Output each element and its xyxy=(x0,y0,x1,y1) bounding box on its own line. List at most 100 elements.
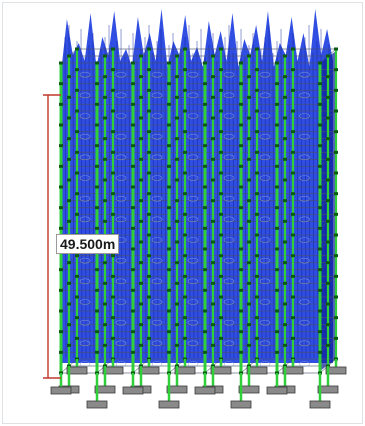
column-node xyxy=(67,95,71,99)
footing xyxy=(138,366,160,375)
slab-marker xyxy=(299,361,310,367)
footing xyxy=(266,386,288,395)
column-node xyxy=(326,343,330,347)
column-node xyxy=(211,219,215,223)
column-node xyxy=(283,178,287,182)
column-node xyxy=(95,309,99,313)
slab-marker xyxy=(151,175,163,181)
column-node xyxy=(167,164,171,168)
column-node xyxy=(67,219,71,223)
column-node xyxy=(59,206,63,210)
column-node xyxy=(219,212,223,216)
column-node xyxy=(255,88,259,92)
column-node xyxy=(59,82,63,86)
column-node xyxy=(147,68,151,72)
column-node xyxy=(275,330,279,334)
slab-marker xyxy=(151,340,163,347)
column-node xyxy=(203,82,207,86)
footing xyxy=(238,385,260,394)
column-node xyxy=(219,88,223,92)
load-arrow xyxy=(216,60,219,359)
column-node xyxy=(111,68,115,72)
column-node xyxy=(147,192,151,196)
column-node xyxy=(59,164,63,168)
column-node xyxy=(59,226,63,230)
column-node xyxy=(318,350,322,354)
slab-marker xyxy=(187,133,199,140)
column-node xyxy=(147,316,151,320)
column-node xyxy=(275,82,279,86)
column-node xyxy=(219,295,223,299)
load-arrow xyxy=(316,40,319,359)
slab-marker xyxy=(151,319,163,326)
column-node xyxy=(291,274,295,278)
footing xyxy=(325,366,347,375)
column-node xyxy=(239,309,243,313)
column-node xyxy=(183,212,187,216)
column-node xyxy=(247,137,251,141)
column-node xyxy=(167,350,171,354)
slab-marker xyxy=(115,257,127,264)
column-node xyxy=(255,68,259,72)
column-node xyxy=(139,54,143,58)
column-node xyxy=(211,54,215,58)
3d-viewport[interactable]: 49.500m xyxy=(2,2,363,424)
slab-marker xyxy=(299,133,310,140)
column-node xyxy=(239,61,243,65)
column-node xyxy=(275,247,279,251)
column-node xyxy=(103,302,107,306)
column-node xyxy=(183,88,187,92)
slab-marker xyxy=(151,237,163,243)
slab-marker xyxy=(79,299,91,305)
column-node xyxy=(139,219,143,223)
column-node xyxy=(291,316,295,320)
column-node xyxy=(175,116,179,120)
column-node xyxy=(175,75,179,79)
column-node xyxy=(183,316,187,320)
column-node xyxy=(175,343,179,347)
load-arrow xyxy=(228,24,231,359)
structural-model[interactable] xyxy=(3,3,364,425)
load-arrow xyxy=(156,40,159,359)
column-node xyxy=(95,226,99,230)
column-node xyxy=(95,164,99,168)
column-node xyxy=(275,309,279,313)
slab-marker xyxy=(187,92,199,99)
load-arrow xyxy=(308,24,311,359)
column-node xyxy=(203,123,207,127)
column-node xyxy=(75,47,79,51)
column-node xyxy=(219,68,223,72)
column-node xyxy=(334,295,338,299)
column-node xyxy=(318,288,322,292)
column-node xyxy=(326,178,330,182)
column-node xyxy=(291,212,295,216)
column-node xyxy=(219,274,223,278)
slab-marker xyxy=(223,71,235,78)
column-node xyxy=(211,261,215,265)
column-node xyxy=(175,281,179,285)
column-node xyxy=(131,206,135,210)
column-node xyxy=(59,123,63,127)
column-node xyxy=(255,254,259,258)
column-node xyxy=(239,144,243,148)
column-node xyxy=(291,130,295,134)
column-node xyxy=(75,130,79,134)
slab-marker xyxy=(259,319,271,326)
slab-marker xyxy=(259,133,271,140)
column-node xyxy=(334,233,338,237)
column-node xyxy=(275,185,279,189)
column-node xyxy=(318,61,322,65)
slab-marker xyxy=(187,113,199,119)
slab-marker xyxy=(79,133,91,140)
column-node xyxy=(219,150,223,154)
column-node xyxy=(175,302,179,306)
load-arrow xyxy=(300,48,303,359)
column-node xyxy=(67,199,71,203)
slab-marker xyxy=(223,340,235,347)
column-node xyxy=(183,150,187,154)
column-node xyxy=(67,75,71,79)
column-node xyxy=(283,199,287,203)
slab-marker xyxy=(259,216,271,223)
slab-marker xyxy=(259,154,271,161)
